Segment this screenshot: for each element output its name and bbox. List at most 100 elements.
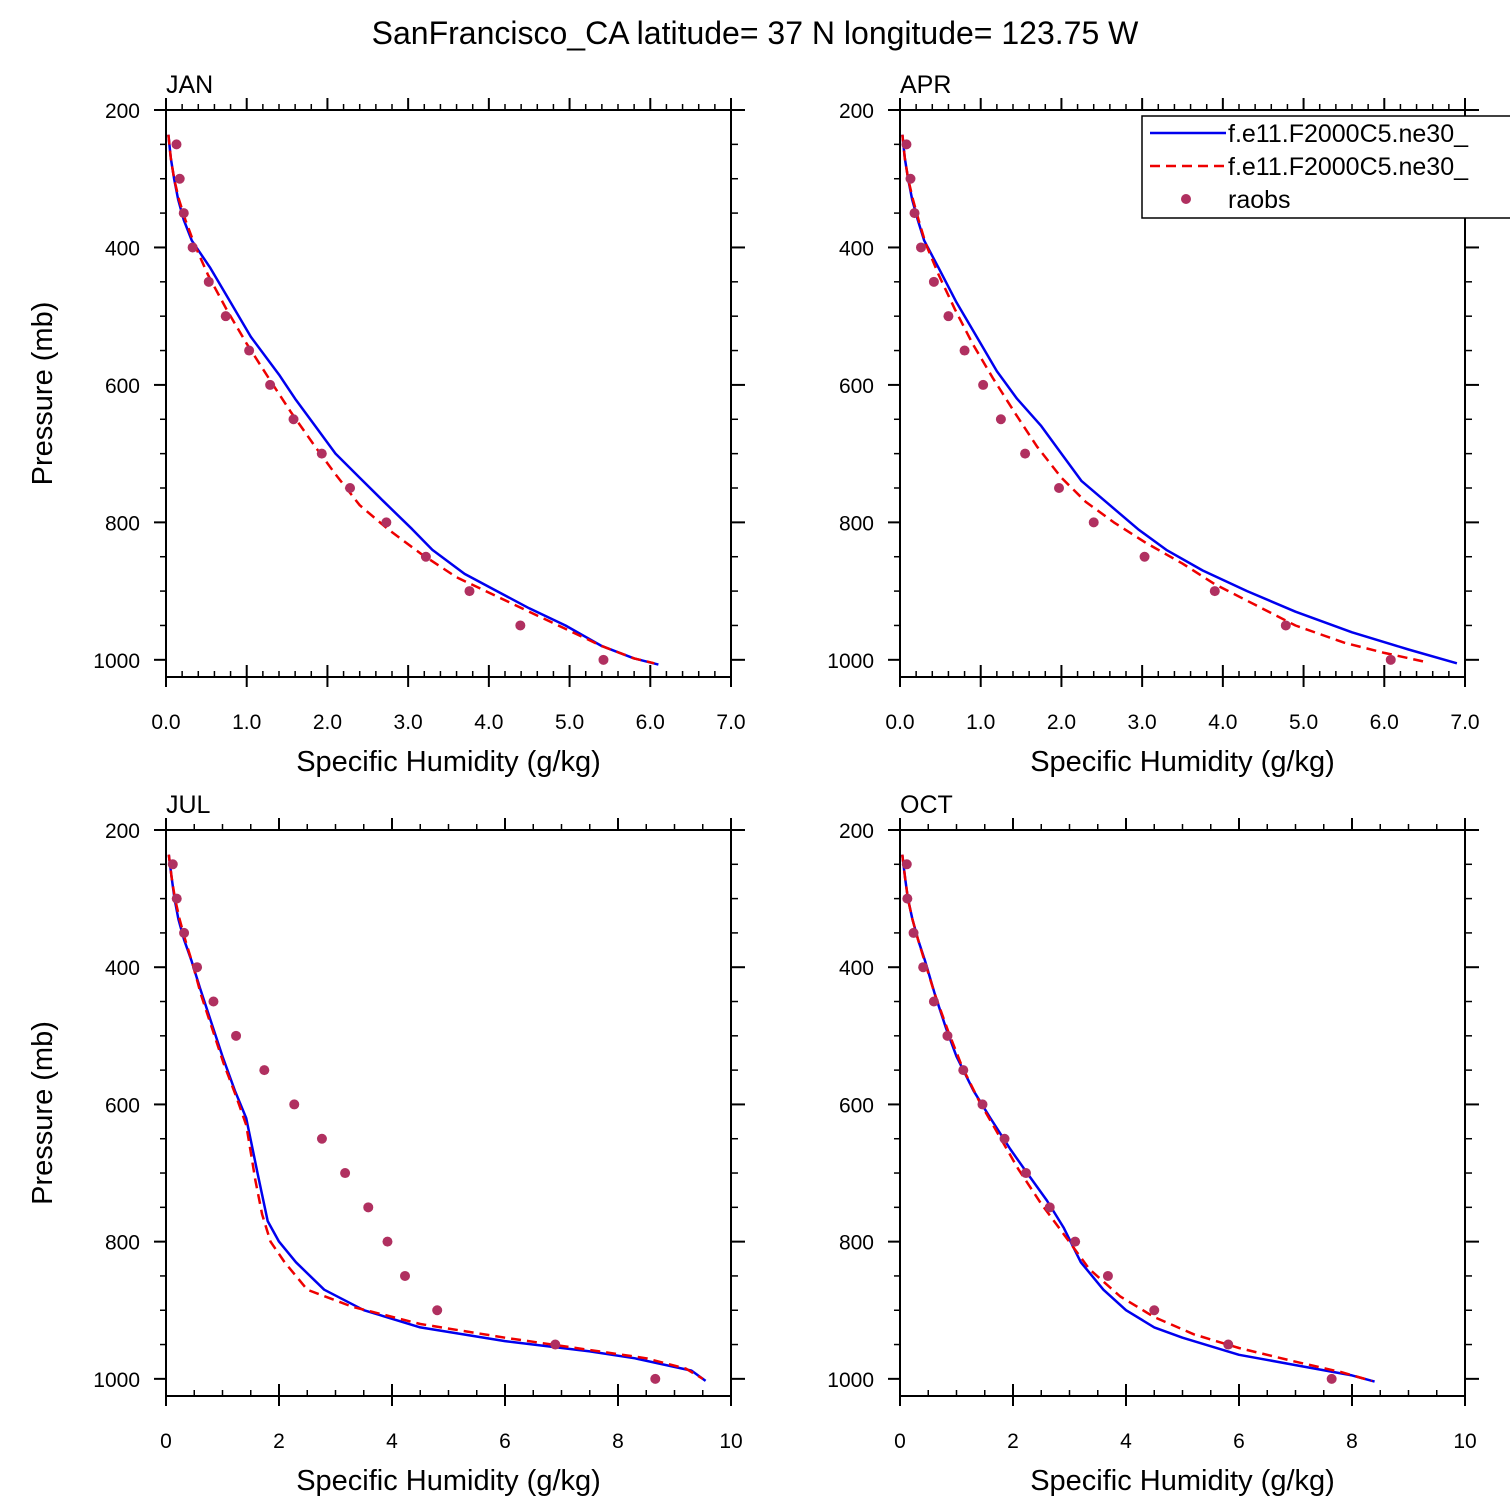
y-tick-label: 800 <box>105 1232 140 1255</box>
x-tick-label: 10 <box>1453 1430 1476 1453</box>
y-tick-label: 1000 <box>827 1369 874 1392</box>
plot-frame <box>165 829 732 1397</box>
x-tick-label: 2.0 <box>313 711 342 734</box>
raobs-point <box>909 208 920 219</box>
y-tick-label: 400 <box>839 237 874 260</box>
y-axis-label: Pressure (mb) <box>27 302 59 486</box>
panel-jan: 0.0 1.0 2.0 3.0 4.0 5.0 6.0 7.0 200 400 600 800 1000… <box>27 71 746 778</box>
raobs-point <box>943 311 954 322</box>
panel-oct: 0 2 4 6 8 10 200 400 600 800 1000 OCT Specific Humid… <box>827 791 1479 1497</box>
raobs-point <box>178 208 189 219</box>
raobs-point <box>650 1373 661 1384</box>
figure-title: SanFrancisco_CA latitude= 37 N longitude… <box>372 15 1140 51</box>
raobs-point <box>1020 448 1031 459</box>
y-tick-label: 200 <box>105 100 140 123</box>
x-tick-label: 4 <box>386 1430 398 1453</box>
x-tick-label: 2.0 <box>1047 711 1076 734</box>
y-tick-label: 800 <box>105 512 140 535</box>
y-tick-label: 800 <box>839 1232 874 1255</box>
raobs-point <box>203 276 214 287</box>
x-tick-label: 7.0 <box>1450 711 1479 734</box>
raobs-point <box>1102 1270 1113 1281</box>
y-tick-label: 800 <box>839 512 874 535</box>
raobs-point <box>1020 1168 1031 1179</box>
raobs-point <box>1088 517 1099 528</box>
x-tick-label: 2 <box>273 1430 285 1453</box>
model-line-solid <box>167 134 659 666</box>
x-axis-label: Specific Humidity (g/kg) <box>1030 746 1335 778</box>
x-axis-label: Specific Humidity (g/kg) <box>296 746 601 778</box>
x-tick-label: 6 <box>1233 1430 1245 1453</box>
raobs-point <box>244 345 255 356</box>
raobs-point <box>928 996 939 1007</box>
raobs-point <box>902 893 913 904</box>
y-tick-label: 200 <box>839 820 874 843</box>
raobs-point <box>959 345 970 356</box>
raobs-point <box>432 1305 443 1316</box>
raobs-point <box>550 1339 561 1350</box>
raobs-point <box>1209 586 1220 597</box>
raobs-point <box>179 927 190 938</box>
x-tick-label: 8 <box>612 1430 624 1453</box>
x-tick-label: 5.0 <box>555 711 584 734</box>
panel-title: JAN <box>166 71 213 99</box>
model-line-solid <box>167 854 707 1382</box>
x-tick-label: 8 <box>1346 1430 1358 1453</box>
model-line-dashed <box>901 134 1429 664</box>
raobs-point <box>918 962 929 973</box>
y-tick-label: 1000 <box>93 650 140 673</box>
raobs-point <box>915 242 926 253</box>
raobs-point <box>381 517 392 528</box>
raobs-point <box>1326 1373 1337 1384</box>
x-axis-label: Specific Humidity (g/kg) <box>296 1465 601 1497</box>
raobs-point <box>999 1133 1010 1144</box>
raobs-point <box>515 620 526 631</box>
raobs-point <box>1385 654 1396 665</box>
legend-marker-raobs <box>1181 194 1191 204</box>
y-tick-label: 200 <box>105 820 140 843</box>
raobs-point <box>288 414 299 425</box>
panel-title: JUL <box>166 791 211 819</box>
x-axis-label: Specific Humidity (g/kg) <box>1030 1465 1335 1497</box>
raobs-point <box>977 1099 988 1110</box>
raobs-point <box>174 173 185 184</box>
raobs-point <box>316 1133 327 1144</box>
raobs-point <box>995 414 1006 425</box>
x-tick-label: 0 <box>894 1430 906 1453</box>
raobs-point <box>363 1202 374 1213</box>
x-tick-label: 4 <box>1120 1430 1132 1453</box>
raobs-point <box>908 927 919 938</box>
x-tick-label: 6.0 <box>1370 711 1399 734</box>
raobs-point <box>420 551 431 562</box>
legend-label-model-solid: f.e11.F2000C5.ne30_ <box>1228 120 1469 148</box>
panel-title: OCT <box>900 791 953 819</box>
raobs-point <box>231 1030 242 1041</box>
raobs-point <box>167 859 178 870</box>
x-tick-label: 0 <box>160 1430 172 1453</box>
raobs-point <box>1044 1202 1055 1213</box>
x-tick-label: 3.0 <box>1128 711 1157 734</box>
raobs-point <box>171 893 182 904</box>
raobs-point <box>598 654 609 665</box>
raobs-point <box>187 242 198 253</box>
x-tick-label: 1.0 <box>232 711 261 734</box>
raobs-point <box>1223 1339 1234 1350</box>
panel-title: APR <box>900 71 951 99</box>
raobs-point <box>289 1099 300 1110</box>
raobs-point <box>928 276 939 287</box>
x-tick-label: 3.0 <box>394 711 423 734</box>
raobs-point <box>901 139 912 150</box>
raobs-point <box>1280 620 1291 631</box>
x-tick-label: 10 <box>719 1430 742 1453</box>
panel-jul: 0 2 4 6 8 10 200 400 600 800 1000 JUL Specific Humid… <box>27 791 745 1497</box>
raobs-point <box>1054 483 1065 493</box>
raobs-point <box>464 586 475 597</box>
raobs-point <box>340 1168 351 1179</box>
plot-frame <box>899 109 1466 678</box>
raobs-point <box>901 859 912 870</box>
raobs-point <box>1070 1236 1081 1247</box>
x-tick-label: 2 <box>1007 1430 1019 1453</box>
y-tick-label: 400 <box>105 237 140 260</box>
legend: f.e11.F2000C5.ne30_ f.e11.F2000C5.ne30_ … <box>1141 115 1510 219</box>
